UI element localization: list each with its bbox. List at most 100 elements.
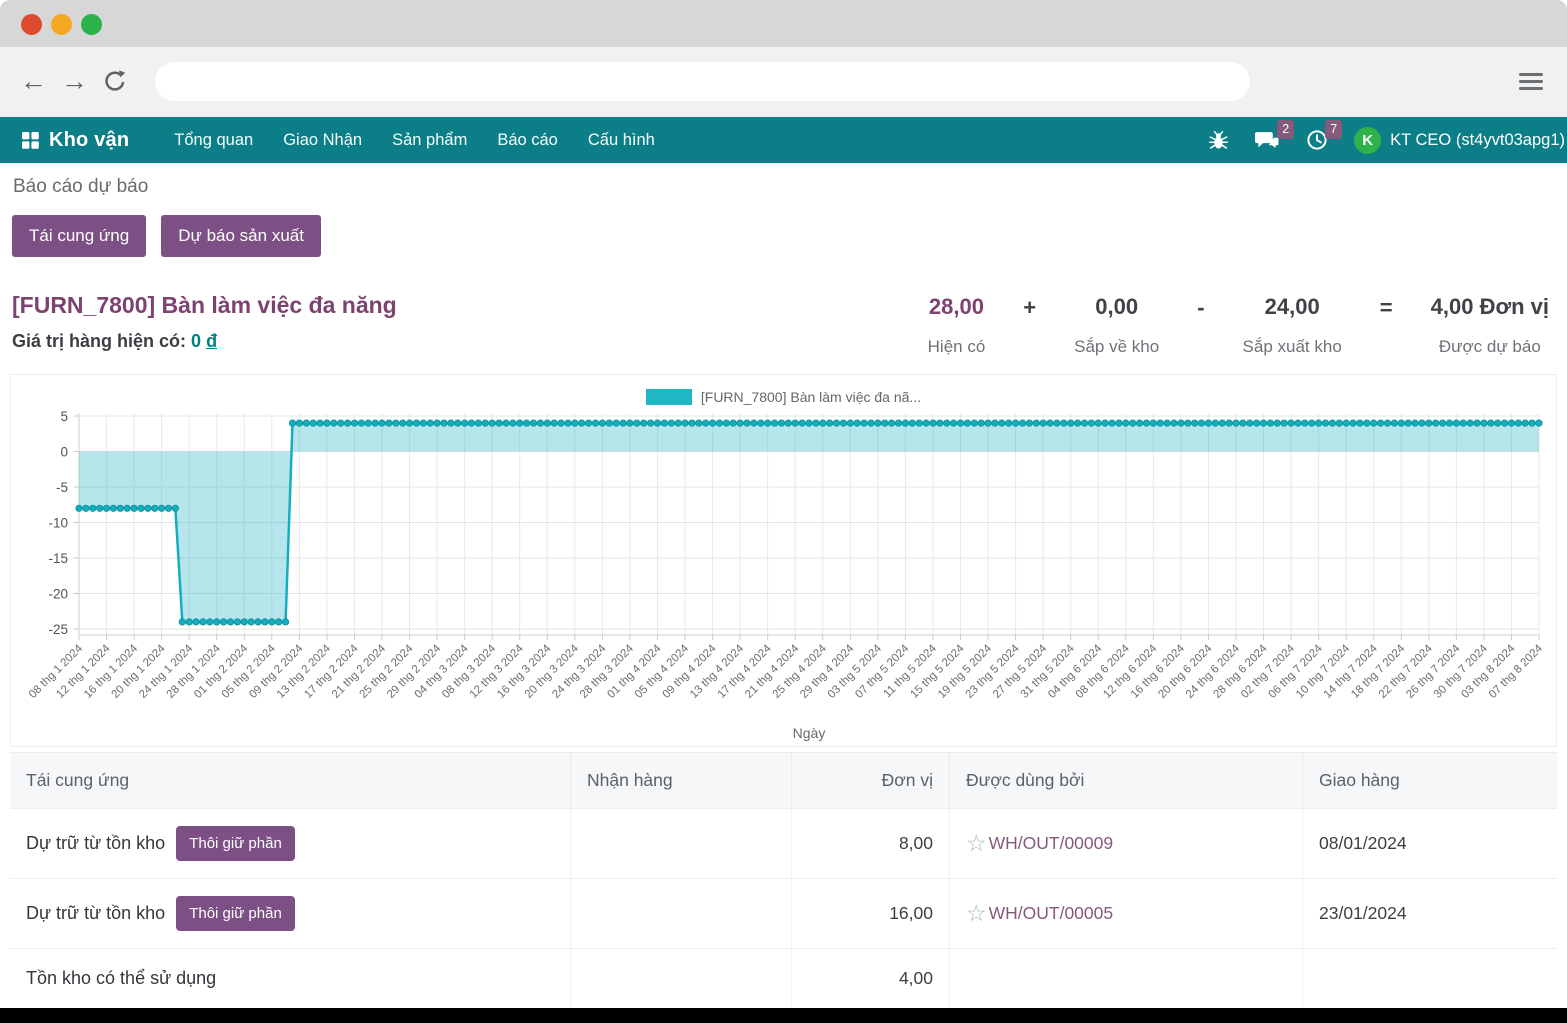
stat-label: Hiện có (927, 337, 986, 356)
activities-button[interactable]: 7 (1306, 120, 1343, 151)
stat-label: Sắp về kho (1074, 337, 1160, 356)
apps-menu-button[interactable]: Kho vận (0, 129, 129, 152)
back-arrow-icon[interactable]: ← (20, 66, 47, 96)
svg-text:0: 0 (60, 445, 68, 460)
used-by-cell: ☆ WH/OUT/00009 (950, 809, 1303, 878)
replenishment-cell: Tồn kho có thể sử dụng (10, 949, 571, 1008)
svg-text:-5: -5 (56, 480, 68, 495)
browser-toolbar: ← → (0, 47, 1567, 117)
breadcrumb: Báo cáo dự báo (13, 176, 149, 197)
activities-badge: 7 (1325, 120, 1343, 139)
column-header: Đơn vị (792, 753, 950, 808)
row-label: Dự trữ từ tồn kho (26, 833, 166, 853)
table-row: Tồn kho có thể sử dụng 4,00 (10, 949, 1557, 1009)
nav-item-configuration[interactable]: Cấu hình (587, 130, 655, 149)
unreserve-button[interactable]: Thôi giữ phần (176, 826, 295, 861)
close-window-icon[interactable] (21, 14, 42, 35)
svg-text:-20: -20 (48, 587, 68, 602)
receipt-cell (571, 879, 792, 948)
legend-label: [FURN_7800] Bàn làm việc đa nã... (700, 389, 922, 405)
quantity-cell: 16,00 (792, 879, 950, 948)
forecast-chart-card: [FURN_7800] Bàn làm việc đa nã... 5 0 -5 -1… (10, 374, 1557, 747)
stat-value: 4,00 Đơn vị (1430, 294, 1549, 319)
activity-clock-icon (1307, 130, 1327, 150)
x-axis-title: Ngày (793, 725, 826, 741)
quantity-cell: 8,00 (792, 809, 950, 878)
reload-icon[interactable] (102, 68, 128, 94)
avatar: K (1354, 126, 1382, 154)
svg-text:-15: -15 (48, 551, 68, 566)
debug-button[interactable] (1208, 130, 1229, 151)
stat-operator: - (1197, 295, 1205, 320)
series-area (79, 423, 1539, 622)
star-outline-icon[interactable]: ☆ (966, 900, 987, 926)
forecast-stats: 28,00 Hiện có +0,00 Sắp về kho - 24,00 Sắp xuấ… (928, 294, 1549, 357)
delivery-date-cell (1303, 949, 1557, 1008)
bottom-edge-bar (0, 1008, 1567, 1023)
delivery-order-link[interactable]: WH/OUT/00005 (988, 903, 1114, 923)
url-input[interactable] (155, 62, 1250, 101)
svg-text:-10: -10 (48, 516, 68, 531)
delivery-date-cell: 08/01/2024 (1319, 833, 1407, 853)
user-menu-button[interactable]: K KT CEO (st4yvt03apg1) (1354, 126, 1565, 154)
table-row: Dự trữ từ tồn kho Thôi giữ phần 16,00 ☆ WH/O… (10, 879, 1557, 949)
delivery-order-link[interactable]: WH/OUT/00009 (988, 833, 1114, 853)
row-label: Tồn kho có thể sử dụng (26, 968, 217, 988)
window-titlebar (0, 0, 1567, 47)
replenish-button[interactable]: Tái cung ứng (12, 215, 147, 257)
app-name: Kho vận (49, 128, 130, 151)
stock-value-label: Giá trị hàng hiện có: (12, 331, 187, 351)
apps-grid-icon (22, 131, 39, 149)
used-by-cell: ☆ WH/OUT/00005 (950, 879, 1303, 948)
minimize-window-icon[interactable] (51, 14, 72, 35)
nav-item-transfers[interactable]: Giao Nhận (283, 130, 363, 149)
product-title: [FURN_7800] Bàn làm việc đa năng (12, 292, 397, 318)
forecast-production-button[interactable]: Dự báo sản xuất (161, 215, 321, 257)
stock-value-line: Giá trị hàng hiện có: 0 đ (12, 331, 397, 352)
replenishment-cell: Dự trữ từ tồn kho Thôi giữ phần (10, 879, 571, 948)
used-by-cell (950, 949, 1303, 1008)
bug-icon (1209, 130, 1229, 149)
messages-button[interactable]: 2 (1255, 120, 1295, 151)
stat-label: Được dự báo (1438, 337, 1541, 356)
replenishment-cell: Dự trữ từ tồn kho Thôi giữ phần (10, 809, 571, 878)
user-name: KT CEO (st4yvt03apg1) (1390, 130, 1565, 149)
column-header: Tái cung ứng (10, 753, 571, 808)
stat-value: 0,00 (1095, 294, 1139, 319)
main-menu: Tổng quan Giao Nhận Sản phẩm Báo cáo Cấu hìn… (159, 119, 670, 162)
app-navbar: Kho vận Tổng quan Giao Nhận Sản phẩm Báo cá… (0, 117, 1567, 163)
menu-icon[interactable] (1519, 73, 1543, 94)
svg-text:5: 5 (60, 409, 68, 424)
receipt-cell (571, 809, 792, 878)
nav-item-overview[interactable]: Tổng quan (174, 130, 254, 149)
stat-operator: = (1379, 295, 1393, 320)
stat-value: 28,00 (928, 294, 984, 319)
row-label: Dự trữ từ tồn kho (26, 903, 166, 923)
unreserve-button[interactable]: Thôi giữ phần (176, 896, 295, 931)
svg-text:-25: -25 (48, 622, 68, 637)
stat-incoming: 0,00 Sắp về kho (1074, 294, 1159, 357)
column-header: Nhận hàng (571, 753, 792, 808)
forward-arrow-icon[interactable]: → (61, 66, 88, 96)
stat-label: Sắp xuất kho (1242, 337, 1342, 356)
stock-value-link[interactable]: 0 đ (191, 331, 218, 351)
chart-legend[interactable]: [FURN_7800] Bàn làm việc đa nã... (11, 387, 1556, 407)
maximize-window-icon[interactable] (81, 14, 102, 35)
table-header-row: Tái cung ứng Nhận hàng Đơn vị Được dùng bởi… (10, 753, 1557, 809)
messages-badge: 2 (1277, 120, 1295, 139)
stat-on-hand: 28,00 Hiện có (928, 294, 986, 357)
series-markers[interactable] (75, 419, 1543, 626)
star-outline-icon[interactable]: ☆ (966, 830, 987, 856)
product-header: [FURN_7800] Bàn làm việc đa năng Giá trị… (12, 292, 397, 352)
stat-value: 24,00 (1264, 294, 1320, 319)
nav-item-reporting[interactable]: Báo cáo (497, 130, 558, 149)
legend-swatch (645, 389, 692, 405)
nav-item-products[interactable]: Sản phẩm (392, 130, 468, 149)
stat-operator: + (1023, 295, 1037, 320)
delivery-date-cell: 23/01/2024 (1319, 903, 1407, 923)
column-header: Được dùng bởi (950, 753, 1303, 808)
column-header: Giao hàng (1319, 770, 1400, 790)
navbar-systray: 2 7 K KT CEO (st4yvt03apg1) (1208, 117, 1567, 163)
